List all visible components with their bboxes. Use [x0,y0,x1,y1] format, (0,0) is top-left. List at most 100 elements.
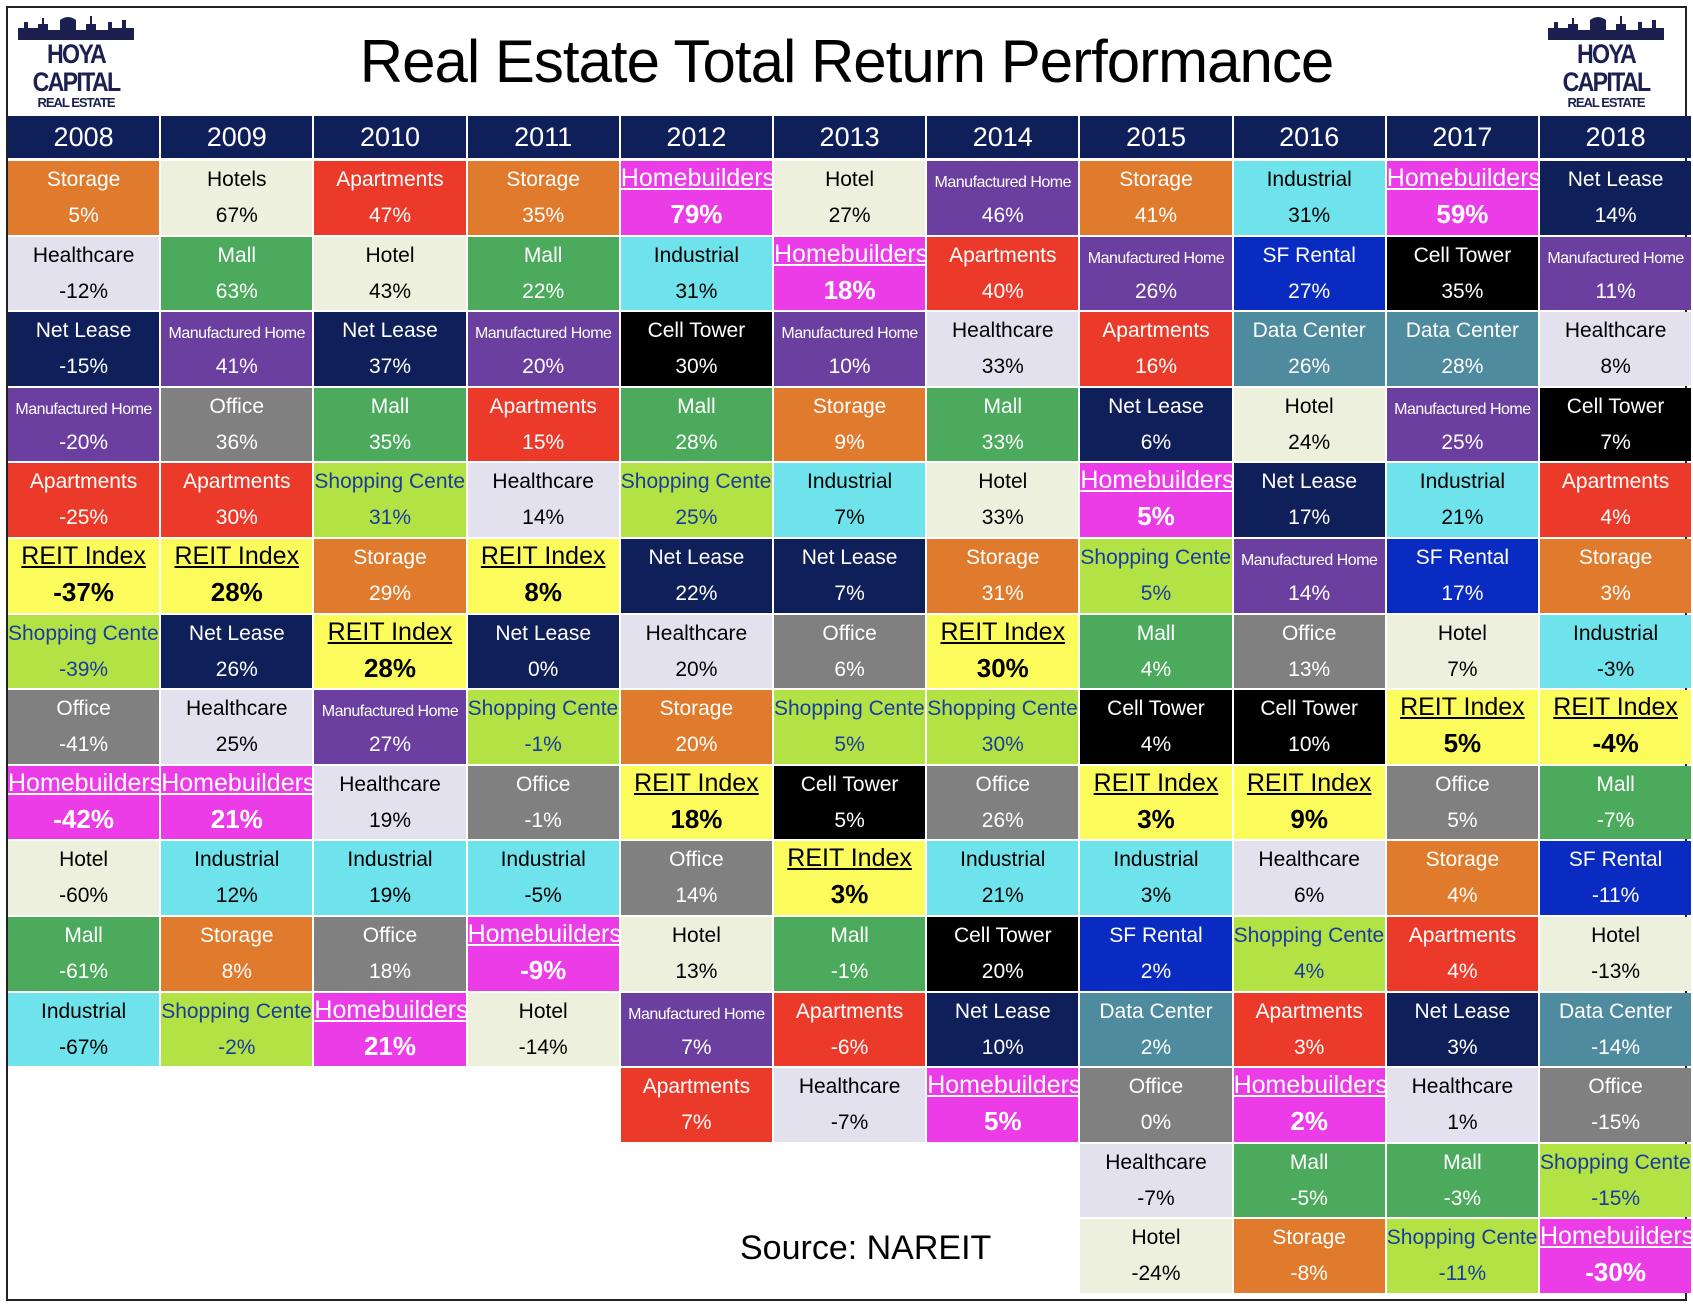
year-header-2018: 2018 [1540,116,1692,158]
return-value: 79% [670,199,723,229]
return-value: 21% [210,803,263,834]
sector-label: Healthcare [1105,1150,1207,1174]
return-value: 6% [1294,884,1325,908]
cell-hotel-2008: Hotel -60% [8,841,160,915]
return-value: 8% [524,577,562,607]
cell-shopping-center-2012: Shopping Center 25% [620,463,772,537]
sector-label: Homebuilders [8,768,160,797]
year-header-2012: 2012 [620,116,772,158]
hoya-capital-logo: HOYA CAPITAL REAL ESTATE [12,14,140,110]
return-value: 9% [834,430,865,454]
cell-net-lease-2013: Net Lease 7% [774,539,926,613]
return-value: 41% [215,355,258,379]
return-value: 41% [1134,204,1177,227]
cell-manufactured-home-2017: Manufactured Home 25% [1386,387,1538,462]
sector-label: Industrial [806,470,893,494]
return-value: 1% [1447,1111,1478,1135]
sector-label: Healthcare [492,470,594,494]
cell-hotel-2011: Hotel -14% [467,992,619,1067]
cell-hotel-2016: Hotel 24% [1233,387,1385,462]
cell-industrial-2015: Industrial 3% [1080,841,1232,915]
cell-cell-tower-2013: Cell Tower 5% [774,765,926,840]
return-value: -11% [1438,1262,1487,1286]
cell-manufactured-home-2011: Manufactured Home 20% [467,312,619,386]
return-value: 25% [215,733,258,757]
return-value: -15% [59,355,109,379]
return-value: 9% [1290,803,1328,834]
hoya-capital-logo-right: HOYA CAPITAL REAL ESTATE [1542,14,1670,110]
cell-reit-index-2012: REIT Index 18% [620,765,772,840]
cell-office-2017: Office 5% [1386,765,1538,840]
return-value: -25% [59,506,109,530]
return-value: -14% [518,1035,568,1059]
cell-data-center-2016: Data Center 26% [1233,312,1385,386]
cell-net-lease-2012: Net Lease 22% [620,539,772,613]
return-value: 5% [983,1106,1022,1137]
return-value: 3% [1137,803,1175,834]
cell-reit-index-2018: REIT Index -4% [1540,690,1692,764]
cell-healthcare-2017: Healthcare 1% [1386,1068,1538,1142]
return-value: 26% [215,657,258,681]
return-value: -24% [1131,1262,1181,1286]
return-value: 28% [210,577,263,607]
return-value: -1% [524,808,562,832]
sector-label: Industrial [347,848,433,872]
sector-label: Net Lease [1108,394,1204,418]
return-value: 25% [675,506,718,530]
return-value: 63% [215,279,258,303]
return-value: 35% [1441,279,1484,303]
logo-line-1: HOYA CAPITAL [1562,39,1652,97]
cell-sf-rental-2015: SF Rental 2% [1080,917,1232,991]
cell-office-2018: Office -15% [1540,1068,1692,1142]
cell-manufactured-home-2008: Manufactured Home -20% [8,387,160,462]
sector-label: Net Lease [801,546,898,569]
cell-shopping-center-2013: Shopping Center 5% [774,690,926,764]
cell-storage-2014: Storage 31% [927,539,1079,613]
sector-label: Industrial [194,848,280,872]
sector-label: Hotel [518,999,568,1023]
cell-homebuilders-2011: Homebuilders -9% [467,917,619,991]
sector-label: REIT Index [634,768,759,797]
cell-homebuilders-2014: Homebuilders 5% [927,1068,1079,1142]
cell-mall-2013: Mall -1% [774,917,926,991]
cell-hotels-2009: Hotels 67% [161,161,313,235]
sector-label: Shopping Center [1233,924,1385,947]
sector-label: Shopping Center [8,621,160,645]
cell-healthcare-2013: Healthcare -7% [774,1068,926,1142]
cell-cell-tower-2012: Cell Tower 30% [620,312,772,386]
sector-label: Cell Tower [1413,243,1512,267]
return-value: 31% [368,506,411,530]
cell-reit-index-2011: REIT Index 8% [467,539,619,613]
return-value: 67% [215,204,258,227]
sector-label: Storage [46,168,121,191]
return-value: 40% [981,279,1024,303]
cell-cell-tower-2017: Cell Tower 35% [1386,236,1538,311]
sector-label: Shopping Center [467,697,619,721]
sector-label: REIT Index [480,542,606,570]
return-value: -3% [1443,1186,1482,1210]
sector-label: Industrial [500,848,586,872]
cell-healthcare-2009: Healthcare 25% [161,690,313,764]
cell-homebuilders-2008: Homebuilders -42% [8,765,160,840]
cell-healthcare-2014: Healthcare 33% [927,312,1079,386]
sector-label: Apartments [489,394,597,418]
sector-label: Net Lease [188,621,285,645]
skyline-icon [18,16,134,40]
return-value: 18% [670,803,723,834]
cell-net-lease-2015: Net Lease 6% [1080,387,1232,462]
return-value: -15% [1591,1111,1641,1135]
cell-shopping-center-2015: Shopping Center 5% [1080,539,1232,613]
return-value: 31% [981,582,1024,605]
return-value: 0% [1140,1111,1172,1135]
sector-label: Data Center [1252,319,1366,343]
cell-cell-tower-2016: Cell Tower 10% [1233,690,1385,764]
cell-industrial-2011: Industrial -5% [467,841,619,915]
cell-manufactured-home-2015: Manufactured Home 26% [1080,236,1232,311]
sector-label: REIT Index [21,542,146,570]
cell-homebuilders-2016: Homebuilders 2% [1233,1068,1385,1142]
sector-label: Homebuilders [927,1071,1079,1100]
cell-cell-tower-2018: Cell Tower 7% [1540,387,1692,462]
return-value: -14% [1591,1035,1641,1059]
sector-label: Healthcare [1564,319,1667,343]
cell-hotel-2010: Hotel 43% [314,236,466,311]
